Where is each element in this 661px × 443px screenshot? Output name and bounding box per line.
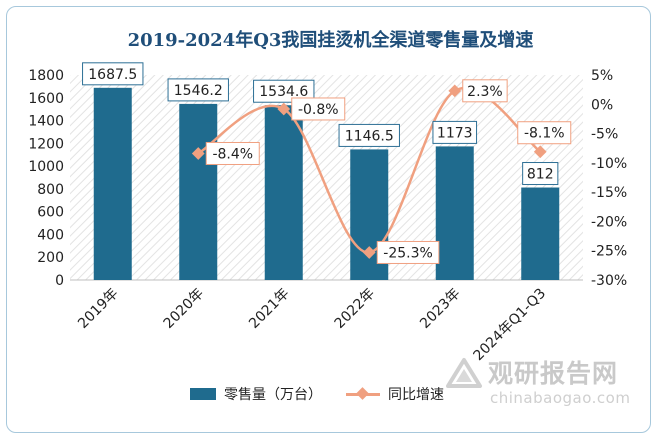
line-data-label-box bbox=[205, 141, 260, 165]
y-right-tick-label: -30% bbox=[591, 273, 627, 289]
line-data-label-box bbox=[517, 121, 572, 145]
y-left-tick-label: 1000 bbox=[28, 159, 64, 175]
x-tick-label: 2020年 bbox=[161, 286, 207, 332]
y-right-tick-label: -25% bbox=[591, 244, 627, 260]
legend-item-line: 同比增速 bbox=[346, 384, 444, 404]
x-tick-label: 2019年 bbox=[75, 286, 121, 332]
bar-data-label-box bbox=[522, 162, 559, 186]
bar bbox=[521, 187, 560, 280]
bar-data-label: 812 bbox=[527, 167, 554, 183]
legend-bar-label: 零售量（万台） bbox=[224, 387, 322, 403]
y-left-tick-label: 1600 bbox=[28, 91, 64, 107]
y-right-tick-label: 0% bbox=[591, 97, 613, 113]
bar-data-label: 1146.5 bbox=[345, 128, 394, 144]
bar-data-label: 1546.2 bbox=[174, 83, 223, 99]
y-left-tick-label: 1200 bbox=[28, 136, 64, 152]
legend-item-bar: 零售量（万台） bbox=[190, 384, 322, 404]
x-tick-label: 2021年 bbox=[246, 286, 292, 332]
y-left-tick-label: 400 bbox=[37, 227, 64, 243]
growth-rate-point bbox=[277, 102, 291, 116]
line-data-label: -0.8% bbox=[298, 102, 339, 118]
watermark-logo-icon bbox=[446, 358, 482, 388]
bar-data-label-box bbox=[432, 120, 478, 144]
x-tick-label: 2022年 bbox=[332, 286, 378, 332]
y-left-tick-label: 800 bbox=[37, 182, 64, 198]
bar bbox=[93, 87, 132, 280]
legend-line-label: 同比增速 bbox=[388, 387, 444, 403]
x-tick-label: 2023年 bbox=[417, 286, 463, 332]
growth-rate-point bbox=[191, 147, 205, 160]
watermark: 观研报告网 chinabaogao.com bbox=[440, 352, 640, 414]
bar-data-label: 1687.5 bbox=[88, 67, 137, 83]
line-data-label-box bbox=[376, 240, 440, 264]
line-data-label: 2.3% bbox=[467, 84, 503, 100]
line-data-label: -25.3% bbox=[383, 245, 433, 261]
watermark-brand: 观研报告网 bbox=[488, 359, 619, 388]
y-left-tick-label: 200 bbox=[37, 250, 64, 266]
y-left-tick-label: 1800 bbox=[28, 68, 64, 84]
bar-data-label-box bbox=[338, 123, 400, 147]
chart-title: 2019-2024年Q3我国挂烫机全渠道零售量及增速 bbox=[127, 30, 534, 51]
y-left-tick-label: 600 bbox=[37, 205, 64, 221]
line-data-label: -8.1% bbox=[524, 126, 565, 142]
y-left-tick-label: 0 bbox=[55, 273, 64, 289]
bar-data-label: 1534.6 bbox=[259, 84, 308, 100]
line-data-label-box bbox=[291, 97, 346, 121]
legend: 零售量（万台） 同比增速 bbox=[190, 384, 444, 404]
y-right-tick-label: -5% bbox=[591, 127, 618, 143]
y-left-tick-label: 1400 bbox=[28, 114, 64, 130]
line-data-label: -8.4% bbox=[212, 146, 253, 162]
legend-line-swatch bbox=[346, 388, 380, 400]
legend-bar-swatch bbox=[190, 388, 216, 400]
bar-data-label-box bbox=[167, 78, 229, 102]
bar bbox=[435, 146, 474, 280]
y-right-tick-label: 5% bbox=[591, 68, 613, 84]
chart-border bbox=[6, 6, 651, 433]
bar-data-label-box bbox=[82, 62, 144, 86]
bar bbox=[264, 105, 303, 281]
y-right-tick-label: -15% bbox=[591, 185, 627, 201]
growth-rate-point bbox=[362, 246, 376, 259]
bar bbox=[179, 103, 218, 280]
line-data-label-box bbox=[462, 79, 508, 103]
watermark-url: chinabaogao.com bbox=[490, 389, 631, 407]
y-right-tick-label: -10% bbox=[591, 156, 627, 172]
y-right-tick-label: -20% bbox=[591, 214, 627, 230]
bar-data-label-box bbox=[253, 79, 315, 103]
growth-rate-point bbox=[448, 84, 462, 98]
bar-data-label: 1173 bbox=[437, 125, 473, 141]
